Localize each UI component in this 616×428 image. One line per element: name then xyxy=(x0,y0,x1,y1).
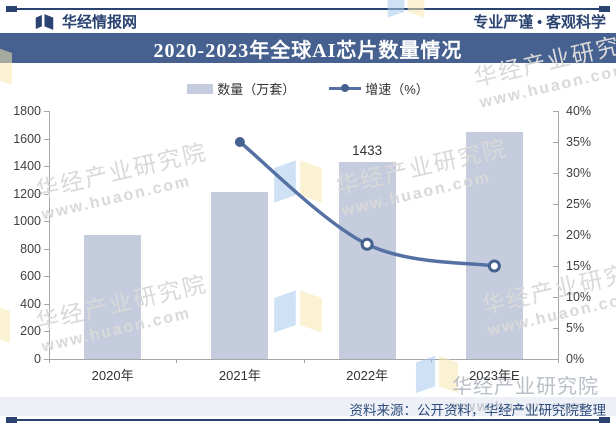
source-band xyxy=(0,397,616,416)
left-axis-tick-label: 200 xyxy=(20,324,41,339)
left-axis-tick-label: 1400 xyxy=(13,159,41,174)
legend-bar-label: 数量（万套） xyxy=(217,82,296,97)
brand: 华经情报网 xyxy=(34,11,137,32)
right-axis-tick xyxy=(553,204,558,205)
header: 华经情报网 专业严谨 • 客观科学 xyxy=(0,10,616,33)
right-axis-tick xyxy=(553,235,558,236)
header-slogan: 专业严谨 • 客观科学 xyxy=(473,15,606,31)
left-axis-tick xyxy=(44,359,49,360)
right-axis-tick-label: 30% xyxy=(566,166,592,180)
brand-logo-icon xyxy=(34,13,55,31)
left-axis-tick-label: 1000 xyxy=(13,214,41,229)
x-axis-tick xyxy=(176,359,178,363)
legend-line-swatch-icon xyxy=(329,84,362,92)
left-axis-tick xyxy=(44,111,49,112)
right-axis-tick xyxy=(553,297,558,298)
x-axis-tick xyxy=(49,359,50,363)
bar-2021年 xyxy=(211,192,269,359)
x-axis-label: 2020年 xyxy=(91,368,134,383)
bar-value-label: 1433 xyxy=(352,142,383,158)
bar-2020年 xyxy=(84,235,142,359)
left-axis-tick-label: 1800 xyxy=(13,104,41,118)
bar-2023年E xyxy=(465,131,523,359)
legend-item-line: 增速（%） xyxy=(329,79,429,98)
top-divider-right-cap xyxy=(599,6,610,12)
right-axis-tick-label: 35% xyxy=(566,135,592,149)
left-axis-tick-label: 0 xyxy=(34,352,41,366)
x-axis-tick xyxy=(558,359,559,363)
right-axis-tick-label: 10% xyxy=(566,290,592,304)
bottom-divider-right-cap xyxy=(599,417,610,423)
growth-line-marker xyxy=(234,137,245,147)
top-divider-left-cap xyxy=(6,6,17,12)
bottom-divider xyxy=(6,417,610,423)
chart-legend: 数量（万套） 增速（%） xyxy=(0,79,616,98)
right-axis-tick-label: 20% xyxy=(566,228,592,242)
left-axis-tick xyxy=(44,193,49,195)
source-text: 资料来源：公开资料，华经产业研究院整理 xyxy=(349,403,607,418)
left-axis-tick xyxy=(44,138,49,140)
right-axis-tick-label: 15% xyxy=(566,259,592,273)
legend-line-label: 增速（%） xyxy=(365,82,429,97)
left-axis-tick xyxy=(44,303,49,305)
left-axis-tick-label: 1600 xyxy=(13,131,41,146)
right-axis-tick xyxy=(553,142,558,143)
left-axis-line xyxy=(49,111,50,360)
left-axis-tick-label: 600 xyxy=(20,269,41,284)
right-axis-line xyxy=(558,111,559,360)
right-axis-tick xyxy=(553,266,558,267)
right-axis-tick xyxy=(553,359,558,360)
left-axis-tick-label: 800 xyxy=(20,241,41,256)
right-axis-tick xyxy=(553,328,558,329)
legend-bar-swatch-icon xyxy=(187,83,214,94)
title-bar: 2020-2023年全球AI芯片数量情况 xyxy=(0,33,616,63)
x-axis-label: 2021年 xyxy=(218,368,261,383)
right-axis-tick-label: 5% xyxy=(566,321,585,335)
growth-line-marker xyxy=(360,237,374,251)
chart-title: 2020-2023年全球AI芯片数量情况 xyxy=(153,39,463,62)
left-axis-tick xyxy=(44,166,49,168)
x-axis-label: 2022年 xyxy=(346,368,389,383)
top-divider xyxy=(6,6,610,12)
growth-line-marker xyxy=(487,259,501,273)
x-axis-label: 2023年E xyxy=(469,368,520,383)
left-axis-tick xyxy=(44,331,49,333)
bar-2022年 xyxy=(338,161,396,359)
left-axis-tick-label: 400 xyxy=(20,296,41,311)
right-axis-tick xyxy=(553,173,558,174)
x-axis-tick xyxy=(303,359,305,363)
right-axis-tick xyxy=(553,111,558,112)
right-axis-tick-label: 25% xyxy=(566,197,592,211)
brand-name: 华经情报网 xyxy=(62,15,138,31)
legend-item-bar: 数量（万套） xyxy=(187,79,295,98)
left-axis-tick-label: 1200 xyxy=(13,186,41,201)
left-axis-tick xyxy=(44,248,49,250)
bottom-divider-left-cap xyxy=(6,417,17,423)
left-axis-tick xyxy=(44,276,49,278)
right-axis-tick-label: 40% xyxy=(566,104,592,118)
left-axis-tick xyxy=(44,221,49,223)
right-axis-tick-label: 0% xyxy=(566,352,585,366)
